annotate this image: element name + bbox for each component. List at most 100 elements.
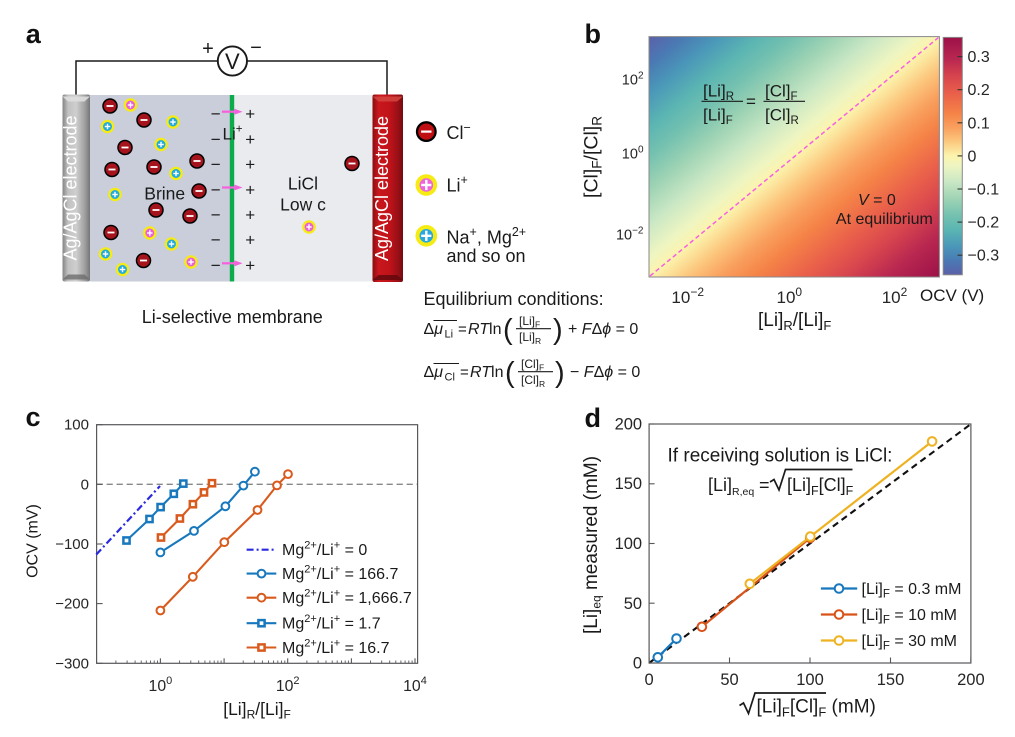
svg-text:−200: −200 (55, 596, 89, 613)
svg-text:[Li]R,eq: [Li]R,eq (708, 475, 754, 498)
svg-text:−0.2: −0.2 (968, 215, 1000, 232)
svg-text:100: 100 (615, 535, 643, 553)
svg-text:Cl: Cl (445, 372, 455, 384)
svg-text:Ag/AgCl electrode: Ag/AgCl electrode (372, 116, 392, 261)
svg-text:0: 0 (645, 671, 654, 689)
svg-text:[Li]F[Cl]F (mM): [Li]F[Cl]F (mM) (757, 697, 876, 720)
svg-text:50: 50 (624, 595, 642, 613)
svg-text:50: 50 (720, 671, 738, 689)
svg-text:102: 102 (882, 285, 908, 307)
svg-text:−: − (211, 105, 221, 124)
svg-text:): ) (553, 314, 563, 346)
svg-text:Li-selective membrane: Li-selective membrane (142, 307, 323, 327)
svg-text:+: + (245, 130, 255, 149)
svg-text:If receiving solution is LiCl:: If receiving solution is LiCl: (668, 446, 893, 467)
svg-text:and so on: and so on (447, 246, 526, 266)
svg-text:RTln: RTln (470, 364, 504, 381)
svg-text:[Cl]F: [Cl]F (521, 357, 544, 373)
svg-text:150: 150 (877, 671, 905, 689)
svg-text:+: + (245, 180, 255, 199)
svg-text:+: + (202, 38, 214, 60)
svg-text:Li: Li (445, 329, 454, 341)
svg-text:0: 0 (81, 476, 89, 493)
svg-text:−: − (211, 231, 221, 250)
svg-text:Ag/AgCl electrode: Ag/AgCl electrode (61, 115, 81, 260)
svg-text:OCV (V): OCV (V) (920, 286, 984, 305)
svg-text:[Li]F: [Li]F (703, 106, 733, 128)
svg-text:−100: −100 (55, 536, 89, 553)
svg-text:Mg2+/Li+ = 1,666.7: Mg2+/Li+ = 1,666.7 (282, 588, 412, 608)
svg-text:200: 200 (615, 416, 643, 434)
svg-text:[Li]F = 10 mM: [Li]F = 10 mM (862, 607, 958, 627)
svg-text:0.2: 0.2 (968, 82, 990, 99)
svg-text:0.3: 0.3 (968, 49, 990, 66)
svg-text:Mg2+/Li+ = 1.7: Mg2+/Li+ = 1.7 (282, 613, 381, 633)
svg-text:(: ( (503, 314, 513, 346)
svg-text:−0.1: −0.1 (968, 182, 1000, 199)
svg-text:−: − (250, 37, 262, 59)
svg-text:=: = (746, 92, 756, 111)
svg-text:Mg2+/Li+ = 16.7: Mg2+/Li+ = 16.7 (282, 638, 390, 658)
svg-text:(: ( (505, 357, 515, 389)
svg-text:=: = (460, 364, 469, 381)
svg-text:[Cl]F/[Cl]R: [Cl]F/[Cl]R (581, 116, 605, 198)
svg-text:[Li]R: [Li]R (519, 330, 541, 346)
svg-text:10−2: 10−2 (671, 285, 704, 307)
svg-text:b: b (585, 19, 602, 49)
svg-text:10−2: 10−2 (616, 226, 644, 244)
svg-text:c: c (26, 402, 41, 432)
svg-text:[Cl]R: [Cl]R (521, 373, 545, 389)
svg-text:Low c: Low c (280, 195, 326, 215)
svg-text:Δμ: Δμ (424, 364, 444, 381)
svg-text:0.1: 0.1 (968, 115, 990, 132)
svg-text:+: + (245, 256, 255, 275)
svg-text:[Li]F: [Li]F (519, 314, 540, 330)
svg-text:[Li]F = 30 mM: [Li]F = 30 mM (862, 633, 958, 653)
svg-text:−: − (211, 130, 221, 149)
svg-text:Cl−: Cl− (447, 121, 471, 144)
svg-text:0: 0 (633, 655, 642, 673)
svg-text:): ) (555, 357, 565, 389)
svg-text:[Li]R/[Li]F: [Li]R/[Li]F (758, 310, 831, 333)
svg-text:−: − (211, 256, 221, 275)
svg-text:Brine: Brine (144, 184, 185, 204)
svg-text:−: − (211, 180, 221, 199)
svg-text:0: 0 (968, 148, 977, 165)
svg-text:104: 104 (403, 675, 427, 695)
svg-text:[Cl]R: [Cl]R (765, 106, 799, 128)
svg-text:d: d (585, 403, 602, 433)
svg-text:Mg2+/Li+ = 166.7: Mg2+/Li+ = 166.7 (282, 564, 399, 584)
svg-text:102: 102 (622, 71, 644, 89)
svg-text:−: − (211, 206, 221, 225)
svg-text:RTln: RTln (468, 321, 502, 338)
svg-text:=: = (458, 321, 467, 338)
svg-text:100: 100 (796, 671, 824, 689)
svg-text:[Li]eq measured (mM): [Li]eq measured (mM) (581, 456, 604, 634)
svg-text:At equilibrium: At equilibrium (836, 211, 933, 228)
svg-text:100: 100 (149, 675, 173, 695)
svg-text:Na+, Mg2+: Na+, Mg2+ (447, 225, 527, 248)
svg-text:Li+: Li+ (447, 173, 468, 196)
svg-text:[Li]R/[Li]F: [Li]R/[Li]F (223, 699, 291, 722)
svg-text:Mg2+/Li+ = 0: Mg2+/Li+ = 0 (282, 540, 367, 560)
svg-text:150: 150 (615, 475, 643, 493)
svg-text:+: + (245, 155, 255, 174)
svg-text:200: 200 (957, 671, 985, 689)
svg-text:+: + (245, 105, 255, 124)
svg-text:−300: −300 (55, 655, 89, 672)
svg-text:−: − (211, 155, 221, 174)
svg-text:100: 100 (776, 285, 802, 307)
svg-text:100: 100 (64, 417, 89, 434)
svg-text:[Cl]F: [Cl]F (765, 82, 798, 104)
svg-text:−0.3: −0.3 (968, 248, 1000, 265)
svg-text:Δμ: Δμ (424, 321, 444, 338)
svg-text:LiCl: LiCl (288, 174, 318, 194)
svg-text:V = 0: V = 0 (858, 192, 896, 209)
svg-text:[Li]F = 0.3 mM: [Li]F = 0.3 mM (862, 581, 962, 601)
svg-text:OCV (mV): OCV (mV) (25, 504, 42, 578)
svg-text:[Li]F[Cl]F: [Li]F[Cl]F (787, 475, 854, 498)
svg-text:V: V (225, 49, 240, 74)
svg-text:− FΔϕ = 0: − FΔϕ = 0 (570, 364, 640, 381)
svg-text:+: + (245, 231, 255, 250)
svg-text:+: + (245, 206, 255, 225)
